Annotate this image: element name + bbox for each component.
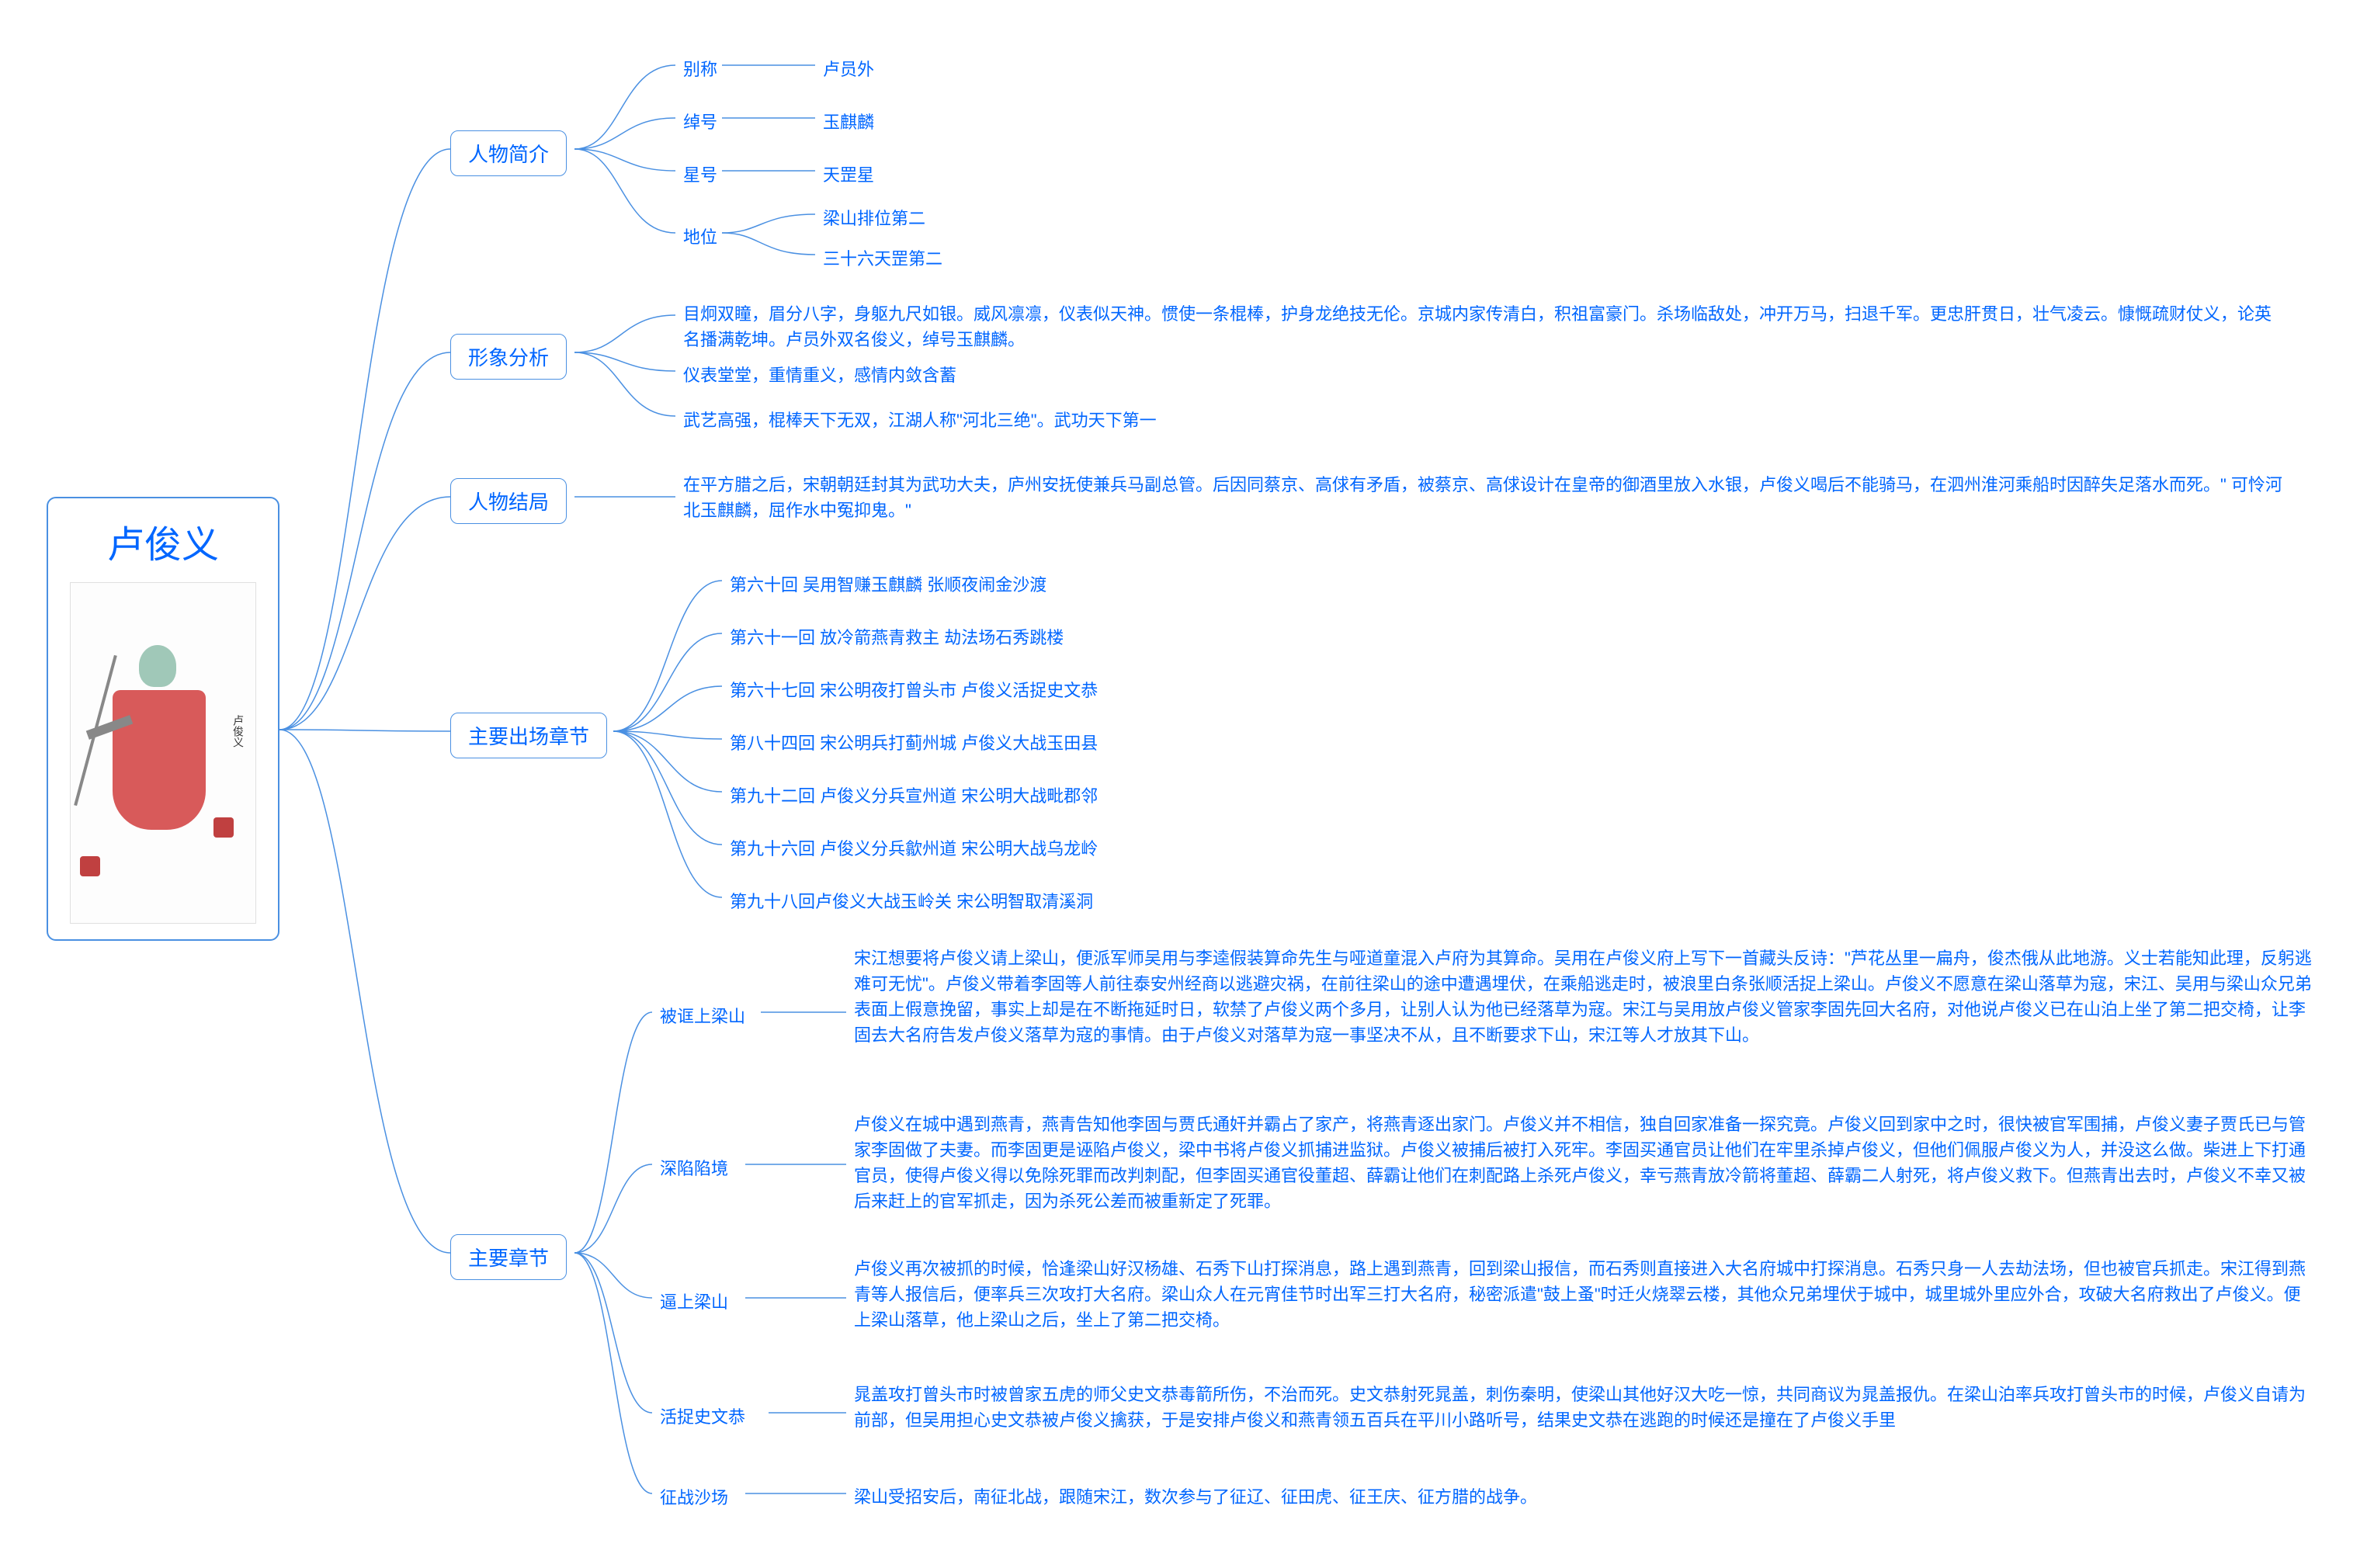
chapter-92: 第九十二回 卢俊义分兵宣州道 宋公明大战毗郡邻 (730, 782, 1098, 807)
section-3-label: 逼上梁山 (660, 1289, 728, 1313)
root-node: 卢俊义 卢俊义 (47, 497, 279, 941)
section-4-text: 晁盖攻打曾头市时被曾家五虎的师父史文恭毒箭所伤，不治而死。史文恭射死晁盖，刺伤秦… (854, 1382, 2313, 1433)
section-2-text: 卢俊义在城中遇到燕青，燕青告知他李固与贾氏通奸并霸占了家产，将燕青逐出家门。卢俊… (854, 1112, 2313, 1214)
analysis-2: 仪表堂堂，重情重义，感情内敛含蓄 (683, 362, 956, 387)
intro-status-2: 三十六天罡第二 (823, 245, 942, 270)
node-analysis: 形象分析 (450, 334, 567, 380)
section-1-text: 宋江想要将卢俊义请上梁山，便派军师吴用与李逵假装算命先生与哑道童混入卢府为其算命… (854, 945, 2313, 1048)
intro-alias-value: 卢员外 (823, 56, 874, 81)
section-5-label: 征战沙场 (660, 1484, 728, 1509)
node-chapters: 主要出场章节 (450, 713, 607, 758)
intro-star-value: 天罡星 (823, 161, 874, 186)
node-intro: 人物简介 (450, 130, 567, 176)
chapter-60: 第六十回 吴用智赚玉麒麟 张顺夜闹金沙渡 (730, 571, 1046, 596)
section-4-label: 活捉史文恭 (660, 1403, 745, 1428)
intro-nickname-value: 玉麒麟 (823, 109, 874, 134)
section-1-label: 被诓上梁山 (660, 1003, 745, 1028)
chapter-84: 第八十四回 宋公明兵打蓟州城 卢俊义大战玉田县 (730, 730, 1098, 755)
character-illustration: 卢俊义 (70, 582, 256, 924)
root-title: 卢俊义 (64, 514, 262, 568)
section-3-text: 卢俊义再次被抓的时候，恰逢梁山好汉杨雄、石秀下山打探消息，路上遇到燕青，回到梁山… (854, 1256, 2313, 1333)
chapter-98: 第九十八回卢俊义大战玉岭关 宋公明智取清溪洞 (730, 888, 1093, 913)
section-5-text: 梁山受招安后，南征北战，跟随宋江，数次参与了征辽、征田虎、征王庆、征方腊的战争。 (854, 1484, 2313, 1510)
chapter-61: 第六十一回 放冷箭燕青救主 劫法场石秀跳楼 (730, 624, 1064, 649)
intro-status-label: 地位 (683, 224, 717, 248)
section-2-label: 深陷陷境 (660, 1155, 728, 1180)
intro-nickname-label: 绰号 (683, 109, 717, 134)
node-ending: 人物结局 (450, 478, 567, 524)
analysis-1: 目炯双瞳，眉分八字，身躯九尺如银。威风凛凛，仪表似天神。惯使一条棍棒，护身龙绝技… (683, 301, 2282, 352)
analysis-3: 武艺高强，棍棒天下无双，江湖人称"河北三绝"。武功天下第一 (683, 407, 1157, 432)
intro-alias-label: 别称 (683, 56, 717, 81)
node-main-chapters: 主要章节 (450, 1234, 567, 1280)
chapter-67: 第六十七回 宋公明夜打曾头市 卢俊义活捉史文恭 (730, 677, 1098, 702)
intro-star-label: 星号 (683, 161, 717, 186)
connector-lines (0, 0, 2374, 1568)
ending-text: 在平方腊之后，宋朝朝廷封其为武功大夫，庐州安抚使兼兵马副总管。后因同蔡京、高俅有… (683, 472, 2282, 523)
intro-status-1: 梁山排位第二 (823, 205, 925, 230)
chapter-96: 第九十六回 卢俊义分兵歙州道 宋公明大战乌龙岭 (730, 835, 1098, 860)
